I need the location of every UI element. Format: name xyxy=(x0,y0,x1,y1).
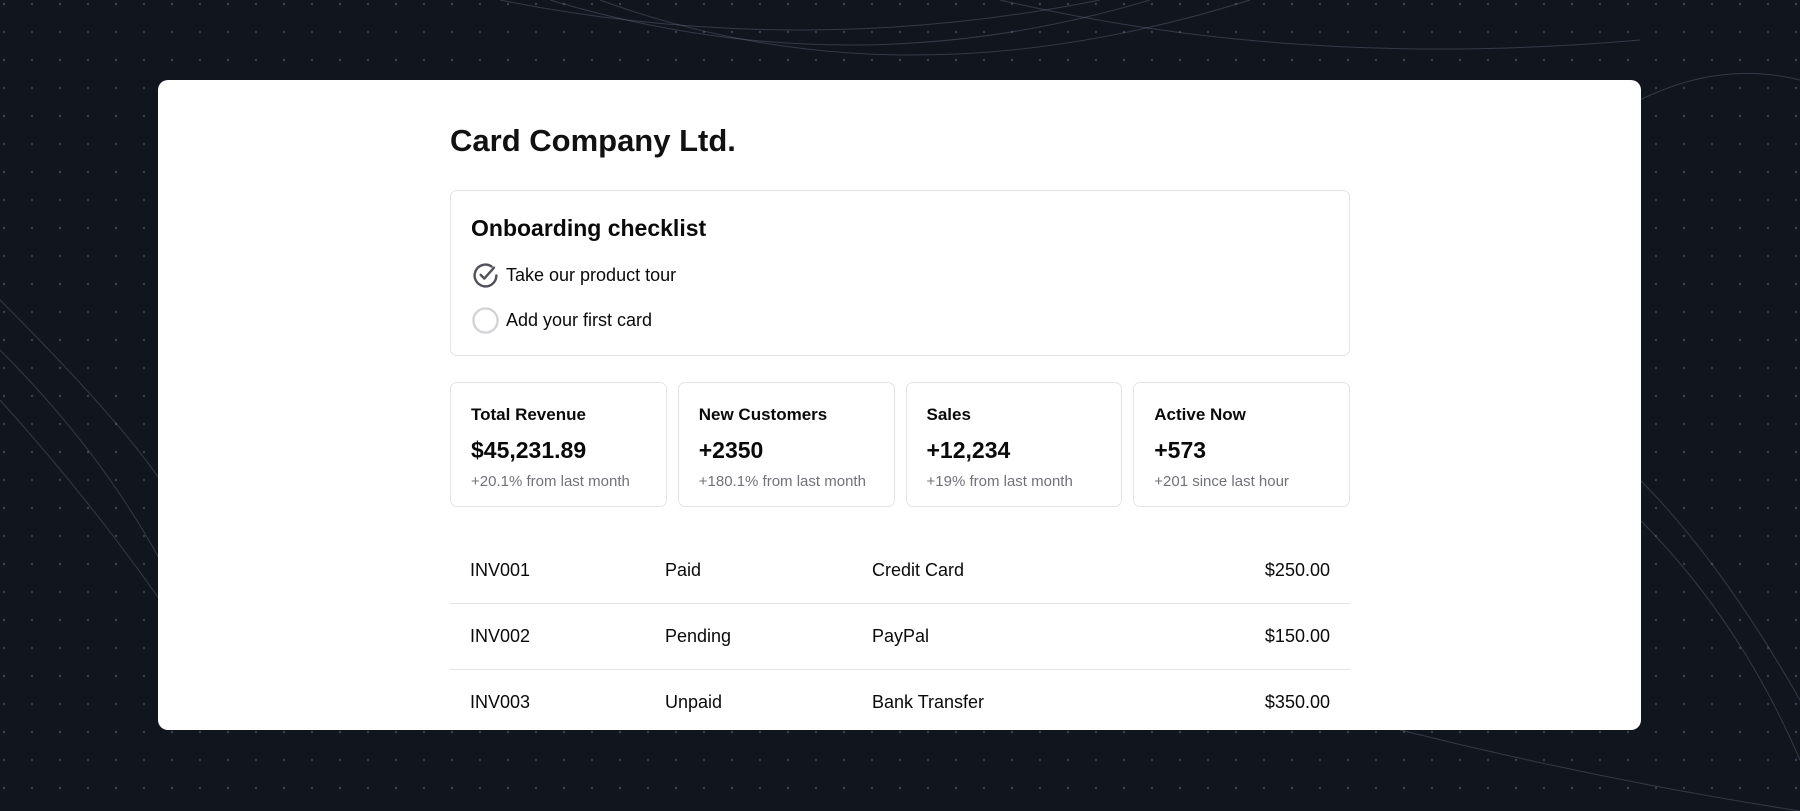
stat-title: Total Revenue xyxy=(471,405,586,424)
invoice-amount: $150.00 xyxy=(1264,626,1330,646)
checklist-item-label: Take our product tour xyxy=(506,265,677,285)
checklist-item-add-card[interactable]: Add your first card xyxy=(471,306,652,335)
stat-card-sales: Sales +12,234 +19% from last month xyxy=(905,382,1123,507)
stat-value: +2350 xyxy=(698,437,764,463)
table-row[interactable]: INV003 Unpaid Bank Transfer $350.00 xyxy=(450,670,1350,730)
stat-value: +573 xyxy=(1154,437,1207,463)
invoice-status: Paid xyxy=(665,560,702,580)
stat-value: +12,234 xyxy=(926,437,1011,463)
stat-subtext: +201 since last hour xyxy=(1154,473,1289,490)
main-panel: Card Company Ltd. Onboarding checklist T… xyxy=(158,80,1641,730)
stat-card-total-revenue: Total Revenue $45,231.89 +20.1% from last … xyxy=(450,382,667,507)
page-title: Card Company Ltd. xyxy=(450,123,736,158)
stat-subtext: +180.1% from last month xyxy=(698,473,866,490)
invoice-amount: $350.00 xyxy=(1264,692,1330,712)
stat-subtext: +19% from last month xyxy=(926,473,1073,490)
checklist-item-label: Add your first card xyxy=(506,310,653,330)
stat-title: New Customers xyxy=(698,405,828,424)
invoice-table: INV001 Paid Credit Card $250.00 INV002 Pendi… xyxy=(450,538,1350,730)
invoice-id: INV003 xyxy=(470,692,531,712)
invoice-status: Unpaid xyxy=(665,692,723,712)
checklist-title: Onboarding checklist xyxy=(471,215,707,241)
invoice-id: INV001 xyxy=(470,560,531,580)
stat-value: $45,231.89 xyxy=(471,437,587,463)
invoice-id: INV002 xyxy=(470,626,531,646)
stat-title: Sales xyxy=(926,405,971,424)
invoice-method: Bank Transfer xyxy=(872,692,985,712)
invoice-amount: $250.00 xyxy=(1264,560,1330,580)
checklist-item-product-tour[interactable]: Take our product tour xyxy=(471,261,676,290)
invoice-status: Pending xyxy=(665,626,732,646)
stat-card-new-customers: New Customers +2350 +180.1% from last mont… xyxy=(677,382,895,507)
empty-circle-icon xyxy=(472,307,499,334)
stat-card-active-now: Active Now +573 +201 since last hour xyxy=(1133,382,1350,507)
table-row[interactable]: INV002 Pending PayPal $150.00 xyxy=(450,604,1350,670)
invoice-method: Credit Card xyxy=(872,560,965,580)
stat-title: Active Now xyxy=(1154,405,1246,424)
invoice-method: PayPal xyxy=(872,626,930,646)
stats-row: Total Revenue $45,231.89 +20.1% from last … xyxy=(450,382,1350,507)
stat-subtext: +20.1% from last month xyxy=(471,473,630,490)
onboarding-checklist: Onboarding checklist Take our product to… xyxy=(450,190,1350,356)
table-row[interactable]: INV001 Paid Credit Card $250.00 xyxy=(450,538,1350,604)
check-circle-icon xyxy=(473,263,498,288)
